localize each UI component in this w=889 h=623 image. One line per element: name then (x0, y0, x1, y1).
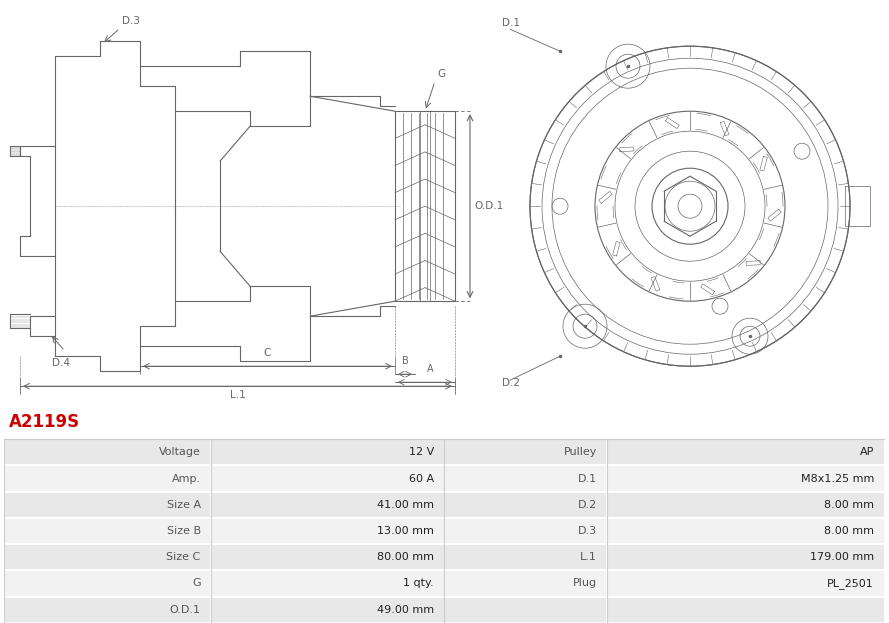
FancyBboxPatch shape (212, 518, 444, 543)
Text: 80.00 mm: 80.00 mm (377, 552, 434, 562)
Text: D.3: D.3 (122, 16, 140, 26)
Text: G: G (437, 69, 445, 79)
FancyBboxPatch shape (5, 440, 211, 465)
Text: L.1: L.1 (580, 552, 597, 562)
Text: D.1: D.1 (502, 18, 520, 28)
Text: D.2: D.2 (578, 500, 597, 510)
FancyBboxPatch shape (212, 492, 444, 517)
FancyBboxPatch shape (445, 492, 606, 517)
FancyBboxPatch shape (445, 571, 606, 596)
Text: O.D.1: O.D.1 (170, 605, 201, 615)
Text: L.1: L.1 (229, 390, 245, 400)
Text: Size A: Size A (166, 500, 201, 510)
Text: Pulley: Pulley (564, 447, 597, 457)
FancyBboxPatch shape (5, 597, 211, 622)
FancyBboxPatch shape (212, 545, 444, 569)
Text: D.1: D.1 (578, 473, 597, 483)
Text: G: G (192, 578, 201, 589)
FancyBboxPatch shape (445, 518, 606, 543)
Text: Size B: Size B (166, 526, 201, 536)
FancyBboxPatch shape (445, 597, 606, 622)
Text: 41.00 mm: 41.00 mm (377, 500, 434, 510)
Text: D.3: D.3 (578, 526, 597, 536)
Text: D.2: D.2 (502, 378, 520, 388)
Text: 12 V: 12 V (409, 447, 434, 457)
Text: O.D.1: O.D.1 (474, 201, 503, 211)
FancyBboxPatch shape (212, 571, 444, 596)
Text: PL_2501: PL_2501 (828, 578, 874, 589)
FancyBboxPatch shape (5, 518, 211, 543)
FancyBboxPatch shape (212, 440, 444, 465)
FancyBboxPatch shape (5, 492, 211, 517)
Text: A2119S: A2119S (9, 414, 80, 432)
Text: 49.00 mm: 49.00 mm (377, 605, 434, 615)
Text: 13.00 mm: 13.00 mm (377, 526, 434, 536)
Text: A: A (427, 364, 433, 374)
Text: B: B (402, 356, 408, 366)
FancyBboxPatch shape (608, 571, 884, 596)
Text: 8.00 mm: 8.00 mm (824, 500, 874, 510)
FancyBboxPatch shape (5, 571, 211, 596)
FancyBboxPatch shape (608, 545, 884, 569)
FancyBboxPatch shape (608, 440, 884, 465)
FancyBboxPatch shape (608, 492, 884, 517)
Text: AP: AP (860, 447, 874, 457)
Text: 8.00 mm: 8.00 mm (824, 526, 874, 536)
FancyBboxPatch shape (212, 466, 444, 491)
Text: Plug: Plug (573, 578, 597, 589)
Text: Voltage: Voltage (159, 447, 201, 457)
FancyBboxPatch shape (5, 545, 211, 569)
FancyBboxPatch shape (608, 466, 884, 491)
FancyBboxPatch shape (608, 518, 884, 543)
FancyBboxPatch shape (445, 440, 606, 465)
FancyBboxPatch shape (445, 466, 606, 491)
Text: 60 A: 60 A (409, 473, 434, 483)
Text: Size C: Size C (166, 552, 201, 562)
FancyBboxPatch shape (608, 597, 884, 622)
Text: M8x1.25 mm: M8x1.25 mm (801, 473, 874, 483)
FancyBboxPatch shape (445, 545, 606, 569)
Text: D.4: D.4 (52, 358, 70, 368)
Text: 179.00 mm: 179.00 mm (810, 552, 874, 562)
FancyBboxPatch shape (5, 466, 211, 491)
Text: 1 qty.: 1 qty. (404, 578, 434, 589)
FancyBboxPatch shape (212, 597, 444, 622)
Text: C: C (264, 348, 271, 358)
Text: Amp.: Amp. (172, 473, 201, 483)
